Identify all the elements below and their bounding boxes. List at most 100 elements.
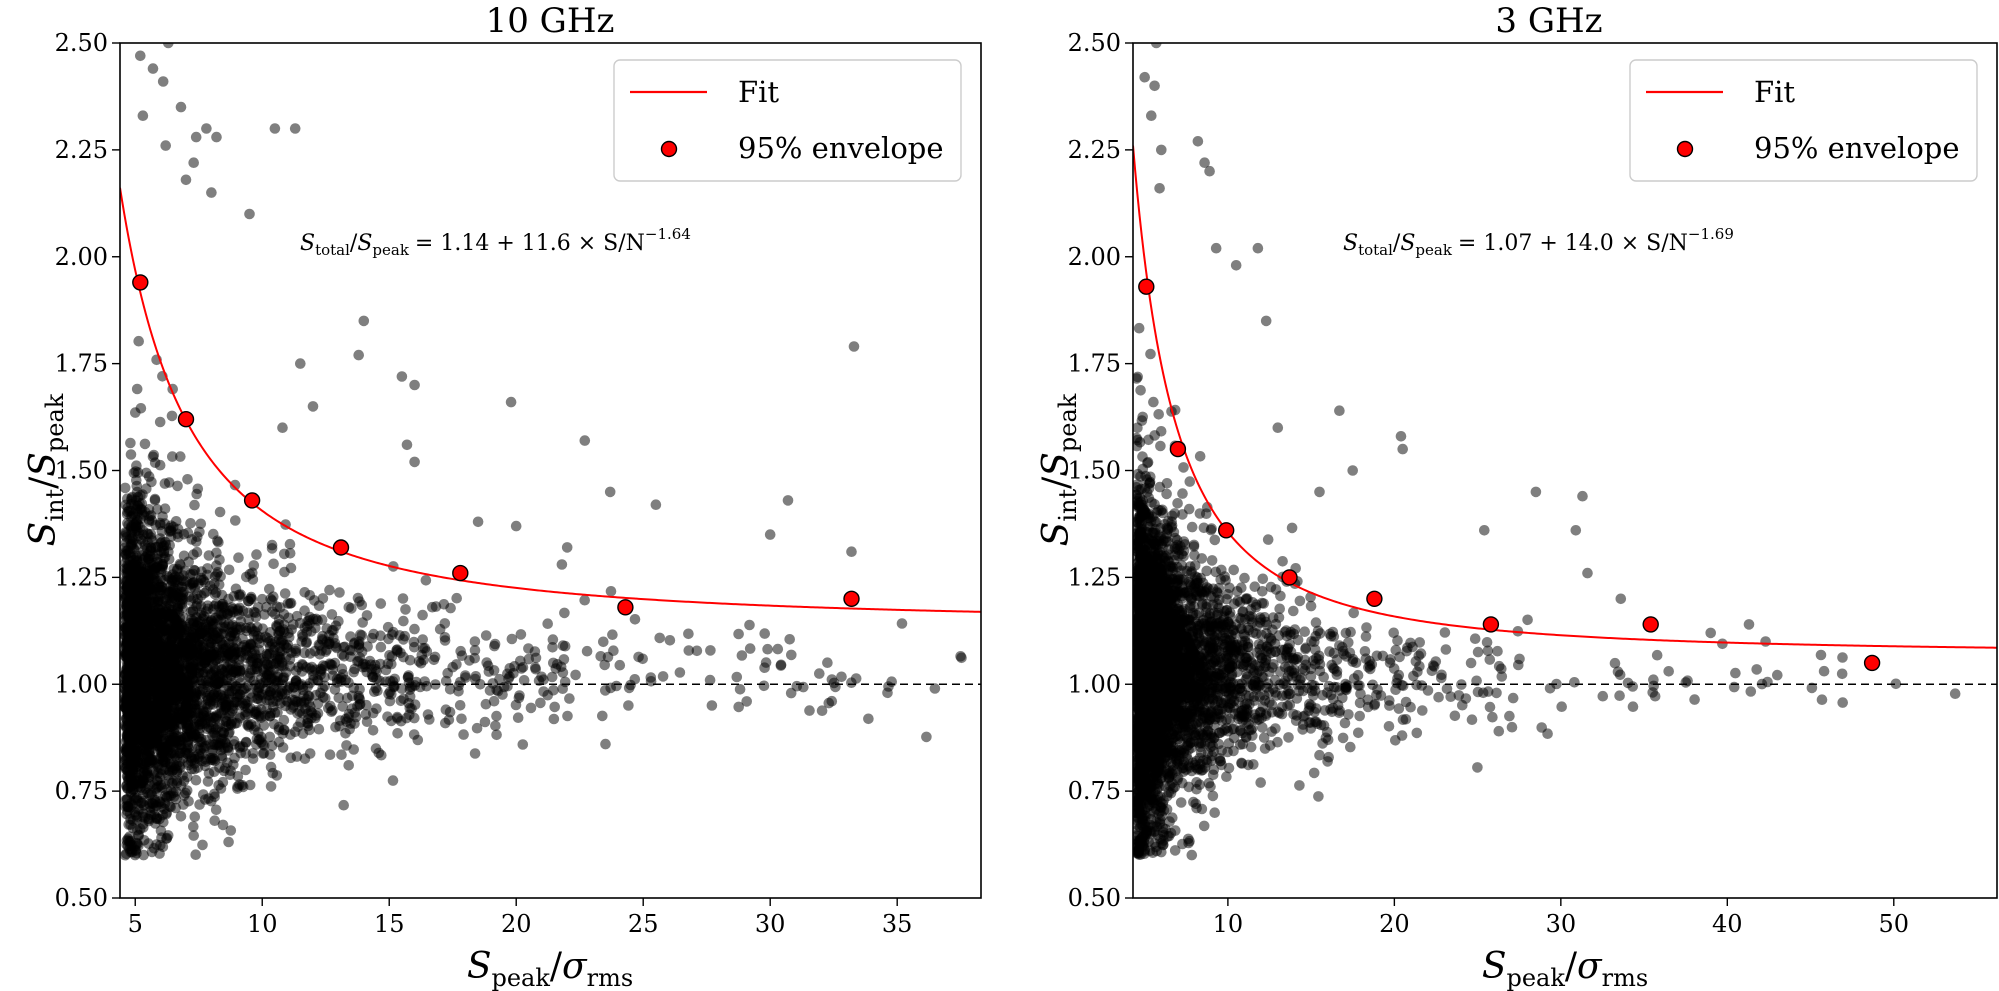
scatter-point: [230, 515, 241, 526]
x-tick-label: 35: [882, 910, 913, 938]
scatter-point: [175, 451, 186, 462]
scatter-point: [691, 645, 703, 657]
scatter-point: [479, 716, 491, 728]
scatter-point: [247, 639, 258, 650]
scatter-point: [202, 776, 214, 787]
scatter-point: [505, 396, 517, 408]
scatter-point: [1135, 385, 1146, 396]
scatter-point: [241, 737, 252, 748]
scatter-point: [217, 819, 229, 831]
scatter-point: [194, 526, 205, 538]
scatter-point: [252, 602, 264, 613]
scatter-point: [451, 592, 463, 604]
scatter-point: [391, 644, 402, 656]
scatter-point: [344, 644, 356, 656]
scatter-point: [759, 662, 770, 673]
scatter-point: [513, 692, 525, 704]
scatter-point: [348, 682, 360, 694]
scatter-point: [1209, 807, 1220, 818]
scatter-point: [256, 689, 268, 700]
scatter-point: [186, 534, 198, 545]
scatter-point: [157, 76, 169, 87]
scatter-point: [131, 794, 142, 805]
scatter-point: [149, 606, 160, 617]
legend-envelope-marker: [660, 140, 678, 158]
scatter-point: [309, 645, 321, 657]
scatter-point: [222, 608, 233, 619]
scatter-point: [225, 825, 237, 836]
scatter-point: [623, 700, 634, 711]
scatter-point: [189, 811, 201, 822]
scatter-point: [268, 558, 279, 570]
scatter-point: [140, 653, 151, 664]
scatter-point: [290, 665, 302, 677]
panel-3ghz: 3 GHz 10 20 30 40 50 0.500.751.001.251.501.7…: [1036, 1, 1998, 991]
scatter-point: [123, 690, 134, 701]
scatter-point: [152, 553, 163, 565]
scatter-point: [444, 684, 456, 695]
scatter-point: [261, 648, 273, 660]
scatter-point: [1288, 605, 1299, 617]
scatter-point: [195, 518, 207, 530]
scatter-point: [392, 713, 403, 724]
scatter-point: [191, 639, 203, 650]
scatter-point: [139, 438, 151, 450]
scatter-point: [338, 799, 350, 811]
scatter-point: [597, 710, 608, 722]
scatter-point: [133, 335, 144, 347]
scatter-point: [491, 729, 502, 741]
scatter-point: [326, 706, 337, 717]
scatter-point: [353, 349, 365, 361]
scatter-point: [125, 819, 136, 830]
x-tick-label: 10: [247, 910, 278, 938]
scatter-point: [579, 435, 591, 446]
scatter-point: [744, 619, 755, 631]
scatter-point: [453, 680, 464, 692]
scatter-point: [160, 790, 171, 801]
scatter-point: [645, 672, 657, 683]
scatter-point: [764, 529, 776, 540]
scatter-point: [144, 745, 155, 757]
scatter-point: [654, 632, 665, 644]
scatter-point: [546, 671, 558, 683]
scatter-point: [398, 615, 409, 627]
scatter-point: [164, 801, 175, 812]
scatter-point: [133, 829, 144, 841]
scatter-point: [297, 629, 308, 640]
scatter-point: [307, 401, 319, 412]
scatter-point: [289, 726, 301, 738]
scatter-point: [454, 700, 466, 711]
scatter-point: [124, 831, 135, 842]
scatter-point: [361, 699, 372, 711]
scatter-point: [147, 451, 159, 463]
scatter-point: [1277, 556, 1288, 567]
scatter-point: [759, 628, 770, 639]
scatter-point: [736, 650, 748, 661]
x-tick-label: 5: [128, 910, 143, 938]
scatter-point: [510, 520, 522, 532]
scatter-point: [506, 633, 518, 645]
y-tick-label: 1.75: [55, 350, 108, 378]
x-tick-label: 15: [374, 910, 405, 938]
scatter-point: [1465, 657, 1477, 669]
scatter-point: [216, 734, 227, 745]
scatter-point: [206, 187, 217, 198]
scatter-point: [234, 602, 245, 614]
scatter-point: [472, 516, 484, 528]
scatter-point: [138, 849, 149, 861]
scatter-point: [163, 637, 175, 649]
scatter-point: [474, 679, 486, 690]
scatter-point: [733, 628, 744, 640]
scatter-point: [504, 663, 516, 674]
scatter-point: [129, 519, 140, 530]
scatter-point: [706, 700, 718, 711]
scatter-point: [490, 720, 501, 732]
y-tick-label: 0.75: [55, 777, 108, 805]
scatter-point: [125, 437, 136, 449]
scatter-point: [301, 694, 312, 705]
scatter-point: [469, 636, 481, 647]
scatter-point: [489, 638, 501, 650]
scatter-point: [229, 479, 241, 491]
scatter-point: [120, 713, 132, 725]
scatter-point: [125, 449, 137, 460]
